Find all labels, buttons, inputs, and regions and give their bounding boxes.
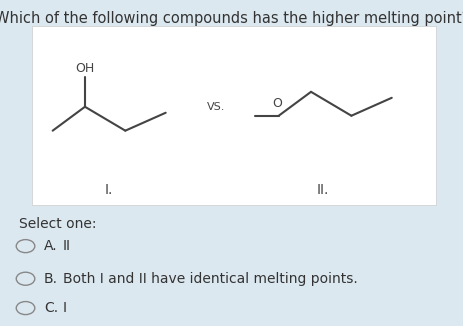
Text: O: O <box>271 97 281 110</box>
Text: I: I <box>63 301 67 315</box>
FancyBboxPatch shape <box>32 26 435 205</box>
Text: VS.: VS. <box>206 102 225 112</box>
Text: OH: OH <box>75 62 94 75</box>
Text: II: II <box>63 239 70 253</box>
Text: Which of the following compounds has the higher melting point?: Which of the following compounds has the… <box>0 11 463 26</box>
Text: B.: B. <box>44 272 58 286</box>
Text: Select one:: Select one: <box>19 217 96 231</box>
Text: C.: C. <box>44 301 58 315</box>
Text: A.: A. <box>44 239 57 253</box>
Text: I.: I. <box>105 184 113 198</box>
Text: Both I and II have identical melting points.: Both I and II have identical melting poi… <box>63 272 357 286</box>
Text: II.: II. <box>316 184 329 198</box>
